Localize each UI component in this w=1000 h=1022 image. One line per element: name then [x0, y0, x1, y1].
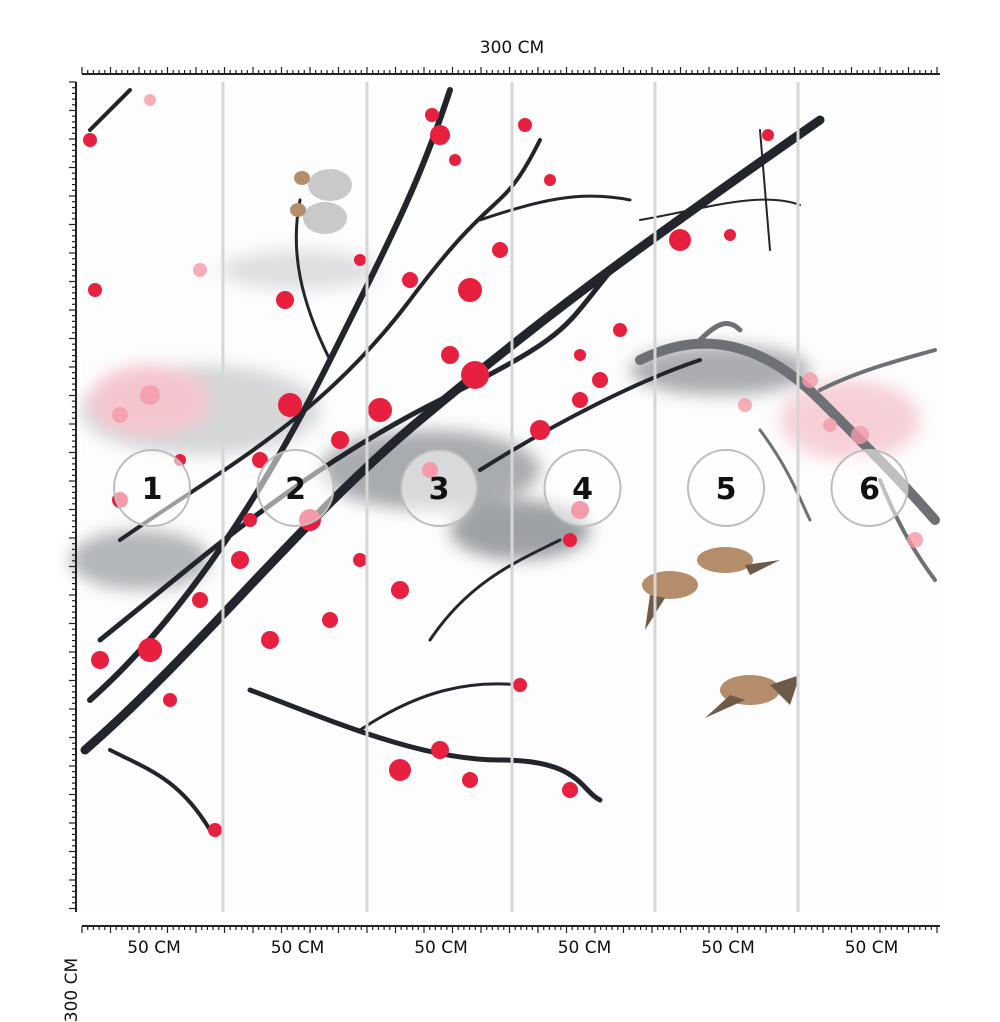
panel-number: 4	[572, 472, 593, 507]
top-ruler	[82, 67, 940, 74]
panel-width-label: 50 CM	[82, 938, 226, 958]
panel-width-label: 50 CM	[226, 938, 370, 958]
wallpaper-mural: 1 2 3 4 5 6	[0, 0, 1000, 1000]
panel-width-label: 50 CM	[369, 938, 513, 958]
total-width-label: 300 CM	[0, 38, 1000, 58]
total-height-label: 300 CM	[62, 958, 82, 1022]
panel-number: 2	[285, 472, 306, 507]
panel-number: 3	[429, 472, 450, 507]
panel-width-label: 50 CM	[656, 938, 800, 958]
panel-number: 6	[859, 472, 880, 507]
left-ruler	[69, 82, 76, 912]
panel-width-label: 50 CM	[513, 938, 657, 958]
panel-number: 1	[142, 472, 163, 507]
bottom-ruler	[82, 926, 940, 933]
panel-width-label: 50 CM	[800, 938, 944, 958]
panel-number: 5	[716, 472, 737, 507]
